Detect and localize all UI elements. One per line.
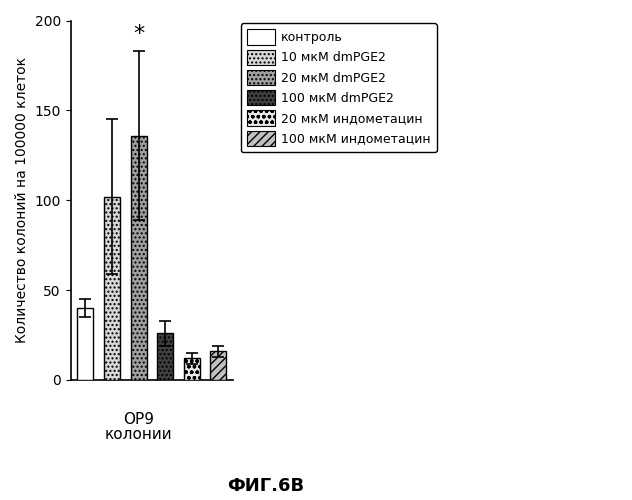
Bar xyxy=(131,136,147,380)
Legend: контроль, 10 мкМ dmPGE2, 20 мкМ dmPGE2, 100 мкМ dmPGE2, 20 мкМ индометацин, 100 : контроль, 10 мкМ dmPGE2, 20 мкМ dmPGE2, … xyxy=(241,23,437,152)
Bar xyxy=(77,308,94,380)
Text: ФИГ.6В: ФИГ.6В xyxy=(227,477,304,495)
Text: *: * xyxy=(133,24,144,44)
Bar xyxy=(104,196,120,380)
Text: ОР9: ОР9 xyxy=(123,412,154,428)
Bar xyxy=(184,358,200,380)
Y-axis label: Количество колоний на 100000 клеток: Количество колоний на 100000 клеток xyxy=(15,57,29,344)
Text: колонии: колонии xyxy=(105,426,173,442)
Bar xyxy=(210,351,226,380)
Bar xyxy=(157,333,173,380)
